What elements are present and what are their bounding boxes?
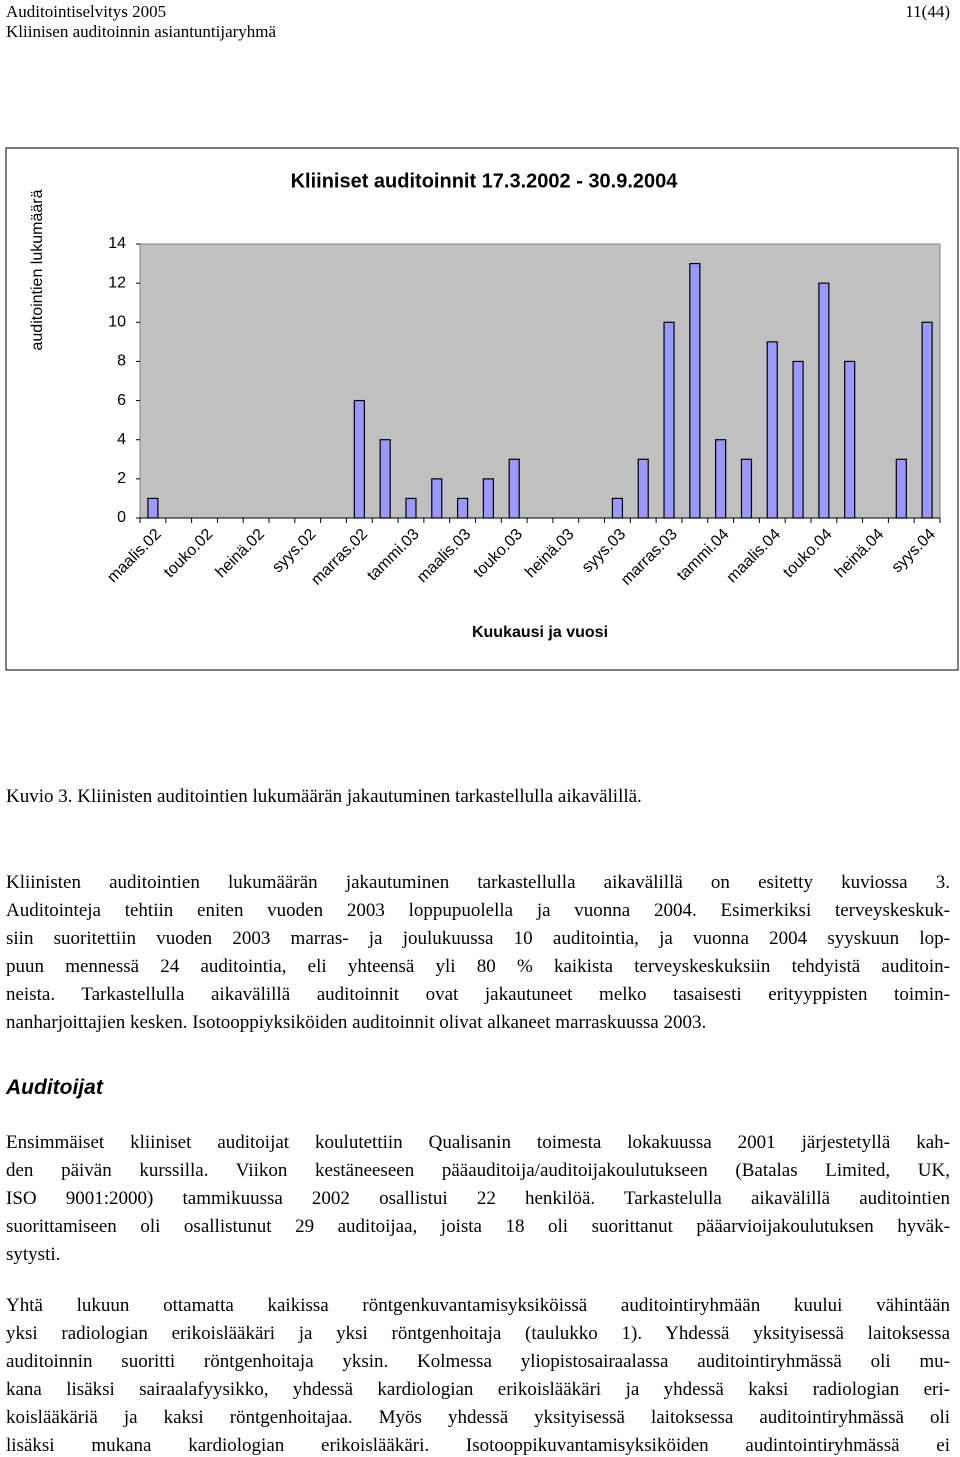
text-line: Auditointeja tehtiin eniten vuoden 2003 … (6, 900, 950, 921)
bar (353, 399, 365, 519)
text-line: sytysti. (6, 1244, 61, 1265)
bar (637, 458, 649, 519)
bar (689, 262, 701, 519)
bar (792, 360, 804, 519)
plot-area (139, 243, 941, 519)
text-line: puun mennessä 24 auditointia, eli yhteen… (6, 956, 950, 977)
x-axis-title: Kuukausi ja vuosi (472, 624, 608, 641)
text-line: Yhtä lukuun ottamatta kaikissa röntgenku… (6, 1295, 950, 1316)
bar (405, 497, 417, 519)
bar (895, 458, 907, 519)
text-line: yksi radiologian erikoislääkäri ja yksi … (6, 1323, 950, 1344)
y-tick-label: 6 (117, 392, 126, 409)
text-line: nanharjoittajien kesken. Isotooppiyksikö… (6, 1012, 707, 1033)
text-line: kana lisäksi sairaalafyysikko, yhdessä k… (6, 1379, 950, 1400)
text-line: neista. Tarkastellulla aikavälillä audit… (6, 984, 950, 1005)
bar (611, 497, 624, 519)
text-line: Kliinisten auditointien lukumäärän jakau… (6, 872, 950, 893)
y-tick-label: 0 (117, 509, 126, 526)
y-tick-label: 14 (108, 235, 126, 252)
bar (482, 478, 494, 519)
y-tick-label: 10 (108, 314, 126, 331)
text-line: ISO 9001:2000) tammikuussa 2002 osallist… (6, 1188, 950, 1209)
bar (844, 360, 856, 519)
doc-title: Auditointiselvitys 2005 (6, 2, 167, 21)
y-axis-title: auditointien lukumäärä (29, 189, 46, 350)
chart-title: Kliiniset auditoinnit 17.3.2002 - 30.9.2… (291, 170, 679, 192)
bar (740, 458, 753, 519)
page-number: 11(44) (905, 2, 950, 21)
bar (431, 478, 443, 519)
text-line: suorittamiseen oli osallistunut 29 audit… (6, 1216, 950, 1237)
bar (715, 439, 727, 519)
bar (818, 282, 830, 519)
figure-caption: Kuvio 3. Kliinisten auditointien lukumää… (6, 786, 642, 807)
paragraph: Yhtä lukuun ottamatta kaikissa röntgenku… (6, 1292, 950, 1457)
text-line: koislääkäriä ja kaksi röntgenhoitajaa. M… (6, 1407, 950, 1428)
y-tick-label: 8 (117, 353, 126, 370)
bar (766, 341, 778, 519)
doc-subtitle: Kliinisen auditoinnin asiantuntijaryhmä (6, 22, 277, 41)
y-tick-label: 2 (117, 470, 126, 487)
bar (379, 439, 391, 519)
paragraph: Kliinisten auditointien lukumäärän jakau… (6, 869, 950, 1037)
text-line: auditoinnin suoritti röntgenhoitaja yksi… (6, 1351, 950, 1372)
bar (147, 497, 159, 519)
bar (663, 321, 675, 519)
paragraph: Ensimmäiset kliiniset auditoijat koulute… (6, 1129, 950, 1269)
bar (456, 497, 469, 519)
y-tick-label: 12 (108, 274, 126, 291)
text-line: siin suoritettiin vuoden 2003 marras- ja… (6, 928, 950, 949)
bar (921, 321, 933, 519)
y-tick-label: 4 (117, 431, 126, 448)
text-line: lisäksi mukana kardiologian erikoislääkä… (6, 1435, 950, 1456)
section-heading: Auditoijat (6, 1076, 103, 1099)
text-line: den päivän kurssilla. Viikon kestäneesee… (6, 1160, 950, 1181)
bar (508, 458, 520, 519)
text-line: Ensimmäiset kliiniset auditoijat koulute… (6, 1132, 950, 1153)
chart: Kliiniset auditoinnit 17.3.2002 - 30.9.2… (5, 147, 959, 671)
